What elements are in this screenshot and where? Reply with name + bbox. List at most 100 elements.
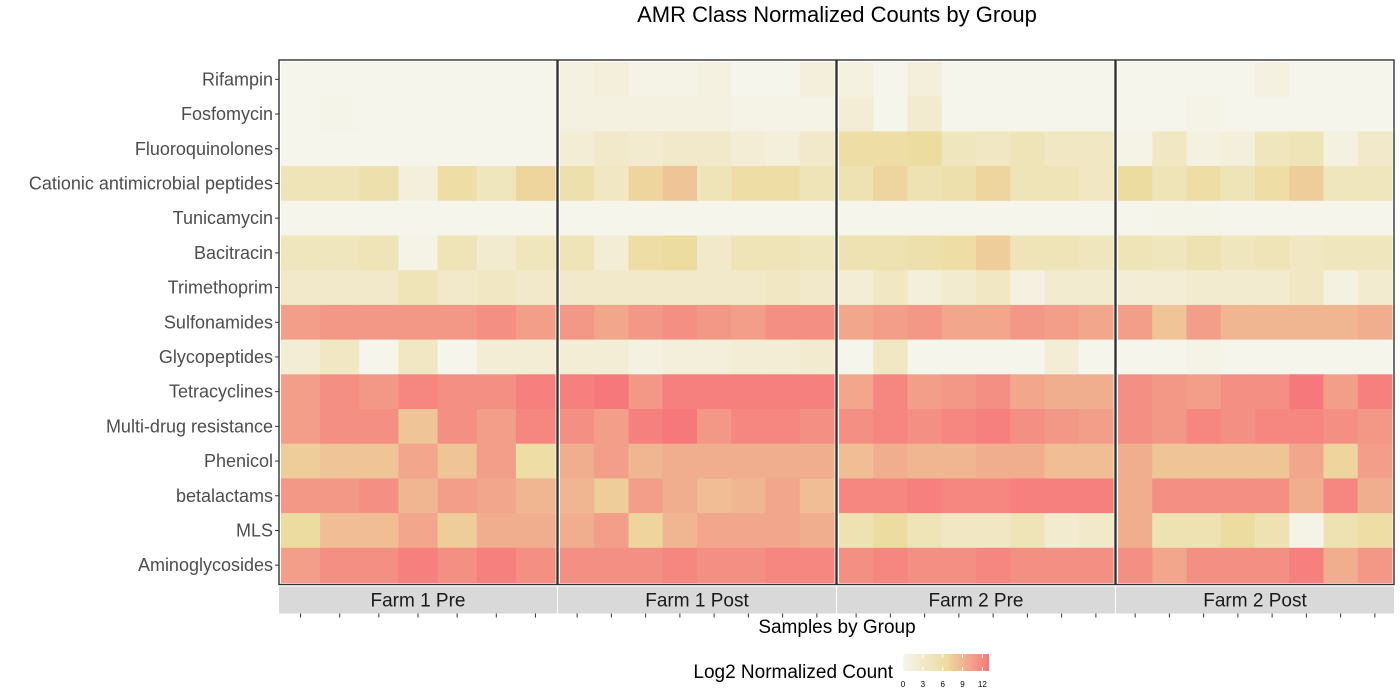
- heatmap-cell: [398, 62, 439, 98]
- heatmap-cell: [1255, 339, 1290, 375]
- row-label: Multi-drug resistance: [106, 416, 273, 436]
- heatmap-cell: [281, 547, 321, 584]
- heatmap-cell: [281, 200, 321, 237]
- heatmap-cell: [594, 96, 630, 132]
- heatmap-cell: [1118, 409, 1153, 445]
- heatmap-cell: [1289, 166, 1325, 202]
- heatmap-cell: [281, 131, 321, 167]
- heatmap-cell: [731, 62, 767, 98]
- panel-border: [1115, 59, 1395, 586]
- heatmap-cell: [1078, 235, 1114, 271]
- heatmap-cell: [662, 270, 698, 306]
- heatmap-cell: [437, 513, 478, 549]
- heatmap-cell: [320, 304, 360, 341]
- heatmap-cell: [662, 409, 698, 445]
- heatmap-cell: [907, 131, 943, 167]
- row-labels: Rifampin Fosfomycin Fluoroquinolones Cation…: [29, 69, 279, 575]
- heatmap-cell: [628, 200, 664, 237]
- heatmap-cell: [907, 166, 943, 202]
- heatmap-cell: [1078, 443, 1114, 479]
- heatmap-cell: [1152, 374, 1188, 410]
- heatmap-cell: [476, 409, 517, 445]
- row-label: Trimethoprim: [168, 278, 273, 298]
- heatmap-cell: [1010, 443, 1046, 479]
- heatmap-cell: [1118, 96, 1153, 132]
- chart-title: AMR Class Normalized Counts by Group: [637, 2, 1037, 27]
- heatmap-cell: [560, 339, 595, 375]
- heatmap-cell: [1357, 131, 1393, 167]
- heatmap-cell: [697, 270, 732, 306]
- heatmap-cell: [697, 62, 732, 98]
- heatmap-cell: [1255, 62, 1290, 98]
- heatmap-cell: [1323, 166, 1359, 202]
- heatmap-cell: [839, 270, 874, 306]
- heatmap-cell: [765, 547, 801, 584]
- row-label: Phenicol: [204, 451, 273, 471]
- row-label: Tunicamycin: [173, 208, 273, 228]
- heatmap-cell: [398, 96, 439, 132]
- heatmap-cell: [765, 270, 801, 306]
- heatmap-cell: [873, 270, 909, 306]
- row-label: Aminoglycosides: [138, 555, 273, 575]
- heatmap-cell: [765, 200, 801, 237]
- heatmap-cell: [1323, 547, 1359, 584]
- heatmap-cell: [1255, 409, 1290, 445]
- row-label: betalactams: [176, 486, 273, 506]
- heatmap-cell: [1186, 478, 1222, 514]
- heatmap-cell: [976, 200, 1011, 237]
- heatmap-cell: [1044, 513, 1080, 549]
- heatmap-cell: [662, 374, 698, 410]
- heatmap-cell: [1078, 409, 1114, 445]
- heatmap-cell: [560, 443, 595, 479]
- heatmap-cell: [1152, 270, 1188, 306]
- heatmap-cell: [1357, 62, 1393, 98]
- heatmap-cell: [1118, 304, 1153, 341]
- heatmap-cell: [560, 270, 595, 306]
- heatmap-cell: [359, 96, 400, 132]
- heatmap-cell: [320, 443, 360, 479]
- heatmap-cell: [1010, 374, 1046, 410]
- panel-border: [557, 59, 837, 586]
- legend-title: Log2 Normalized Count: [693, 662, 893, 683]
- heatmap-cell: [799, 200, 835, 237]
- heatmap-cell: [1152, 478, 1188, 514]
- heatmap-cell: [1010, 409, 1046, 445]
- heatmap-cell: [398, 478, 439, 514]
- heatmap-cell: [976, 131, 1011, 167]
- heatmap-cell: [941, 235, 977, 271]
- heatmap-cell: [1078, 270, 1114, 306]
- heatmap-cell: [628, 166, 664, 202]
- heatmap-cell: [320, 270, 360, 306]
- heatmap-cell: [1044, 478, 1080, 514]
- legend-tick-label: 12: [978, 680, 987, 689]
- heatmap-cell: [1152, 131, 1188, 167]
- heatmap-cell: [437, 339, 478, 375]
- heatmap-cell: [731, 96, 767, 132]
- heatmap-panel: [836, 59, 1116, 586]
- heatmap-cell: [765, 339, 801, 375]
- heatmap-cell: [799, 131, 835, 167]
- heatmap-cell: [662, 478, 698, 514]
- heatmap-cell: [1010, 547, 1046, 584]
- heatmap-cell: [1152, 547, 1188, 584]
- heatmap-cell: [907, 478, 943, 514]
- heatmap-cell: [1044, 374, 1080, 410]
- heatmap-cell: [765, 304, 801, 341]
- heatmap-cell: [320, 166, 360, 202]
- heatmap-cell: [873, 339, 909, 375]
- heatmap-cell: [628, 513, 664, 549]
- heatmap-cell: [628, 409, 664, 445]
- heatmap-cell: [765, 374, 801, 410]
- heatmap-cell: [799, 513, 835, 549]
- heatmap-cell: [1323, 513, 1359, 549]
- heatmap-cell: [1255, 547, 1290, 584]
- heatmap-cell: [398, 235, 439, 271]
- heatmap-cell: [1010, 478, 1046, 514]
- heatmap-cell: [662, 547, 698, 584]
- heatmap-cell: [1152, 304, 1188, 341]
- heatmap-cell: [907, 200, 943, 237]
- heatmap-cell: [976, 235, 1011, 271]
- heatmap-cell: [1255, 513, 1290, 549]
- row-label: MLS: [236, 520, 273, 540]
- heatmap-cell: [437, 200, 478, 237]
